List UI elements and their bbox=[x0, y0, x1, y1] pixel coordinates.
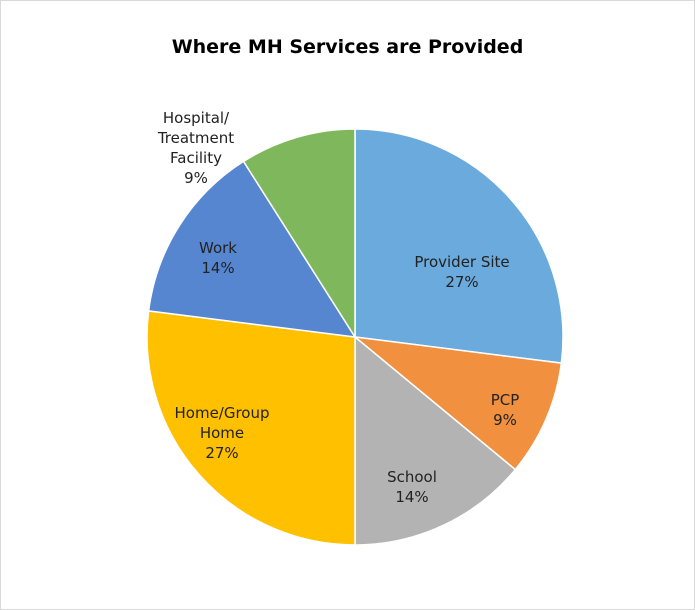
slice-label: PCP 9% bbox=[475, 390, 535, 430]
pie-slice bbox=[352, 335, 563, 471]
category-label: Home/Group Home bbox=[174, 404, 270, 442]
value-label: 9% bbox=[184, 169, 208, 187]
category-label: Work bbox=[199, 239, 237, 257]
pie-slice bbox=[242, 128, 356, 340]
value-label: 14% bbox=[395, 488, 429, 506]
value-label: 27% bbox=[205, 444, 239, 462]
category-label: PCP bbox=[490, 391, 520, 409]
slice-label: School 14% bbox=[372, 467, 452, 507]
slice-label: Provider Site 27% bbox=[392, 252, 532, 292]
slice-label: Home/Group Home 27% bbox=[175, 403, 270, 463]
slice-label: Hospital/ Treatment Facility 9% bbox=[151, 108, 241, 188]
pie-slice bbox=[146, 310, 356, 546]
value-label: 14% bbox=[201, 259, 235, 277]
pie-slice bbox=[147, 160, 357, 338]
value-label: 9% bbox=[493, 411, 517, 429]
chart-title: Where MH Services are Provided bbox=[171, 36, 524, 58]
category-label: School bbox=[387, 468, 437, 486]
category-label: Provider Site bbox=[414, 253, 510, 271]
category-label: Hospital/ Treatment Facility bbox=[157, 109, 235, 167]
pie-slice bbox=[354, 128, 564, 364]
value-label: 27% bbox=[445, 273, 479, 291]
slice-label: Work 14% bbox=[178, 238, 258, 278]
pie-slice bbox=[354, 335, 517, 546]
